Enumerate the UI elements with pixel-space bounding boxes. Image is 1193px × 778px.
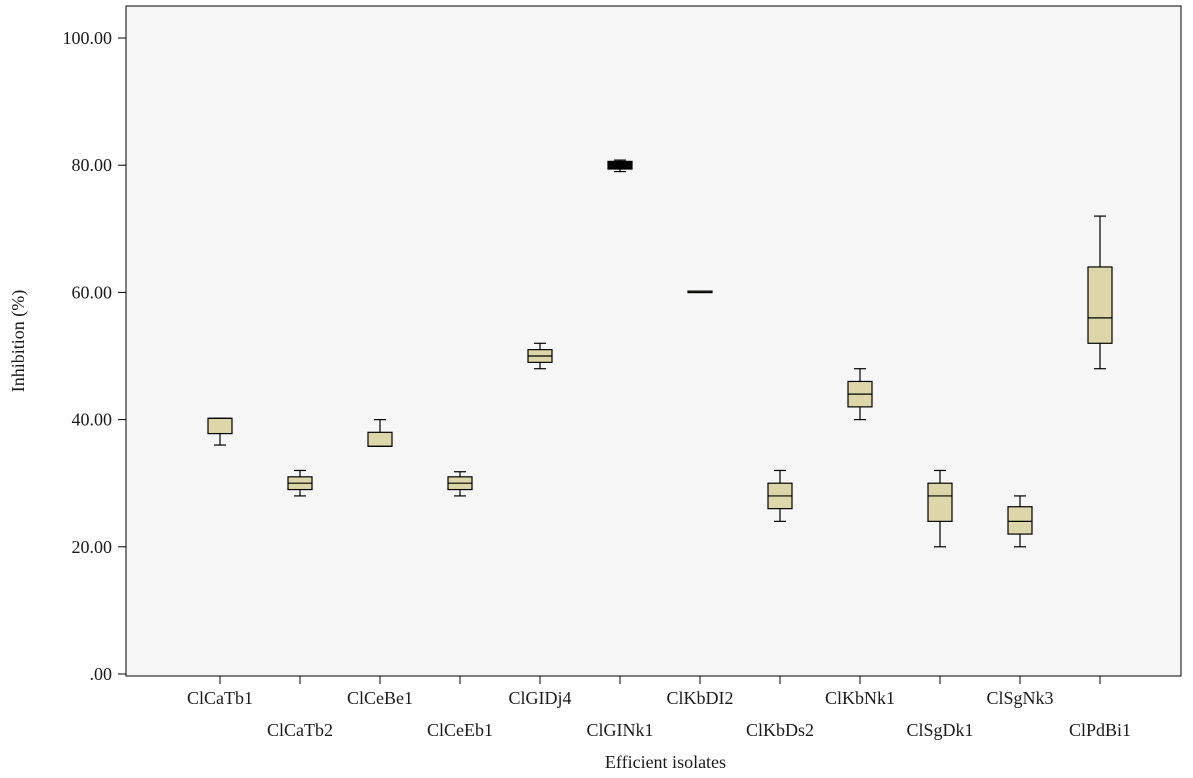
x-tick-label: ClCeEb1 [427, 720, 493, 740]
x-axis: ClCaTb1 ClCaTb2 ClCeBe1 ClCeEb1 ClGIDj4 ClGIN… [187, 676, 1131, 740]
box-ClCeBe1 [367, 419, 393, 447]
x-tick-label: ClCaTb1 [187, 688, 253, 708]
x-tick-label: ClSgDk1 [906, 720, 973, 740]
x-tick-label: ClKbDs2 [746, 720, 814, 740]
box-ClSgDk1 [927, 469, 953, 548]
y-tick-label: 20.00 [72, 537, 113, 557]
iqr-box [207, 417, 233, 435]
y-tick-label: 40.00 [72, 410, 113, 430]
box-ClSgNk3 [1007, 495, 1033, 548]
iqr-box [927, 482, 953, 522]
iqr-box [1087, 266, 1113, 344]
x-tick-label: ClKbNk1 [825, 688, 895, 708]
box-ClGINk1 [607, 159, 633, 173]
y-tick-label: .00 [90, 664, 113, 684]
x-tick-label: ClKbDI2 [667, 688, 734, 708]
box-ClKbNk1 [847, 368, 873, 421]
y-tick-label: 80.00 [72, 155, 113, 175]
plot-area [125, 5, 1182, 677]
box-ClKbDs2 [767, 469, 793, 522]
y-tick-label: 100.00 [63, 28, 113, 48]
x-axis-title: Efficient isolates [605, 752, 726, 772]
box-ClCaTb2 [287, 469, 313, 497]
box-ClKbDI2 [687, 290, 713, 294]
x-tick-label: ClGIDj4 [509, 688, 572, 708]
box-ClCaTb1 [207, 417, 233, 446]
y-tick-label: 60.00 [72, 282, 113, 302]
box-series [207, 159, 1113, 548]
x-tick-label: ClSgNk3 [986, 688, 1053, 708]
box-ClPdBi1 [1087, 215, 1113, 370]
x-tick-label: ClPdBi1 [1069, 720, 1131, 740]
box-ClGIDj4 [527, 342, 553, 370]
x-tick-label: ClGINk1 [587, 720, 654, 740]
y-axis-title: Inhibition (%) [8, 290, 29, 392]
iqr-box [367, 431, 393, 447]
x-tick-label: ClCeBe1 [347, 688, 413, 708]
iqr-box [1007, 506, 1033, 535]
box-ClCeEb1 [447, 471, 473, 497]
y-axis: .00 20.00 40.00 60.00 80.00 100.00 [63, 28, 126, 684]
x-tick-label: ClCaTb2 [267, 720, 333, 740]
